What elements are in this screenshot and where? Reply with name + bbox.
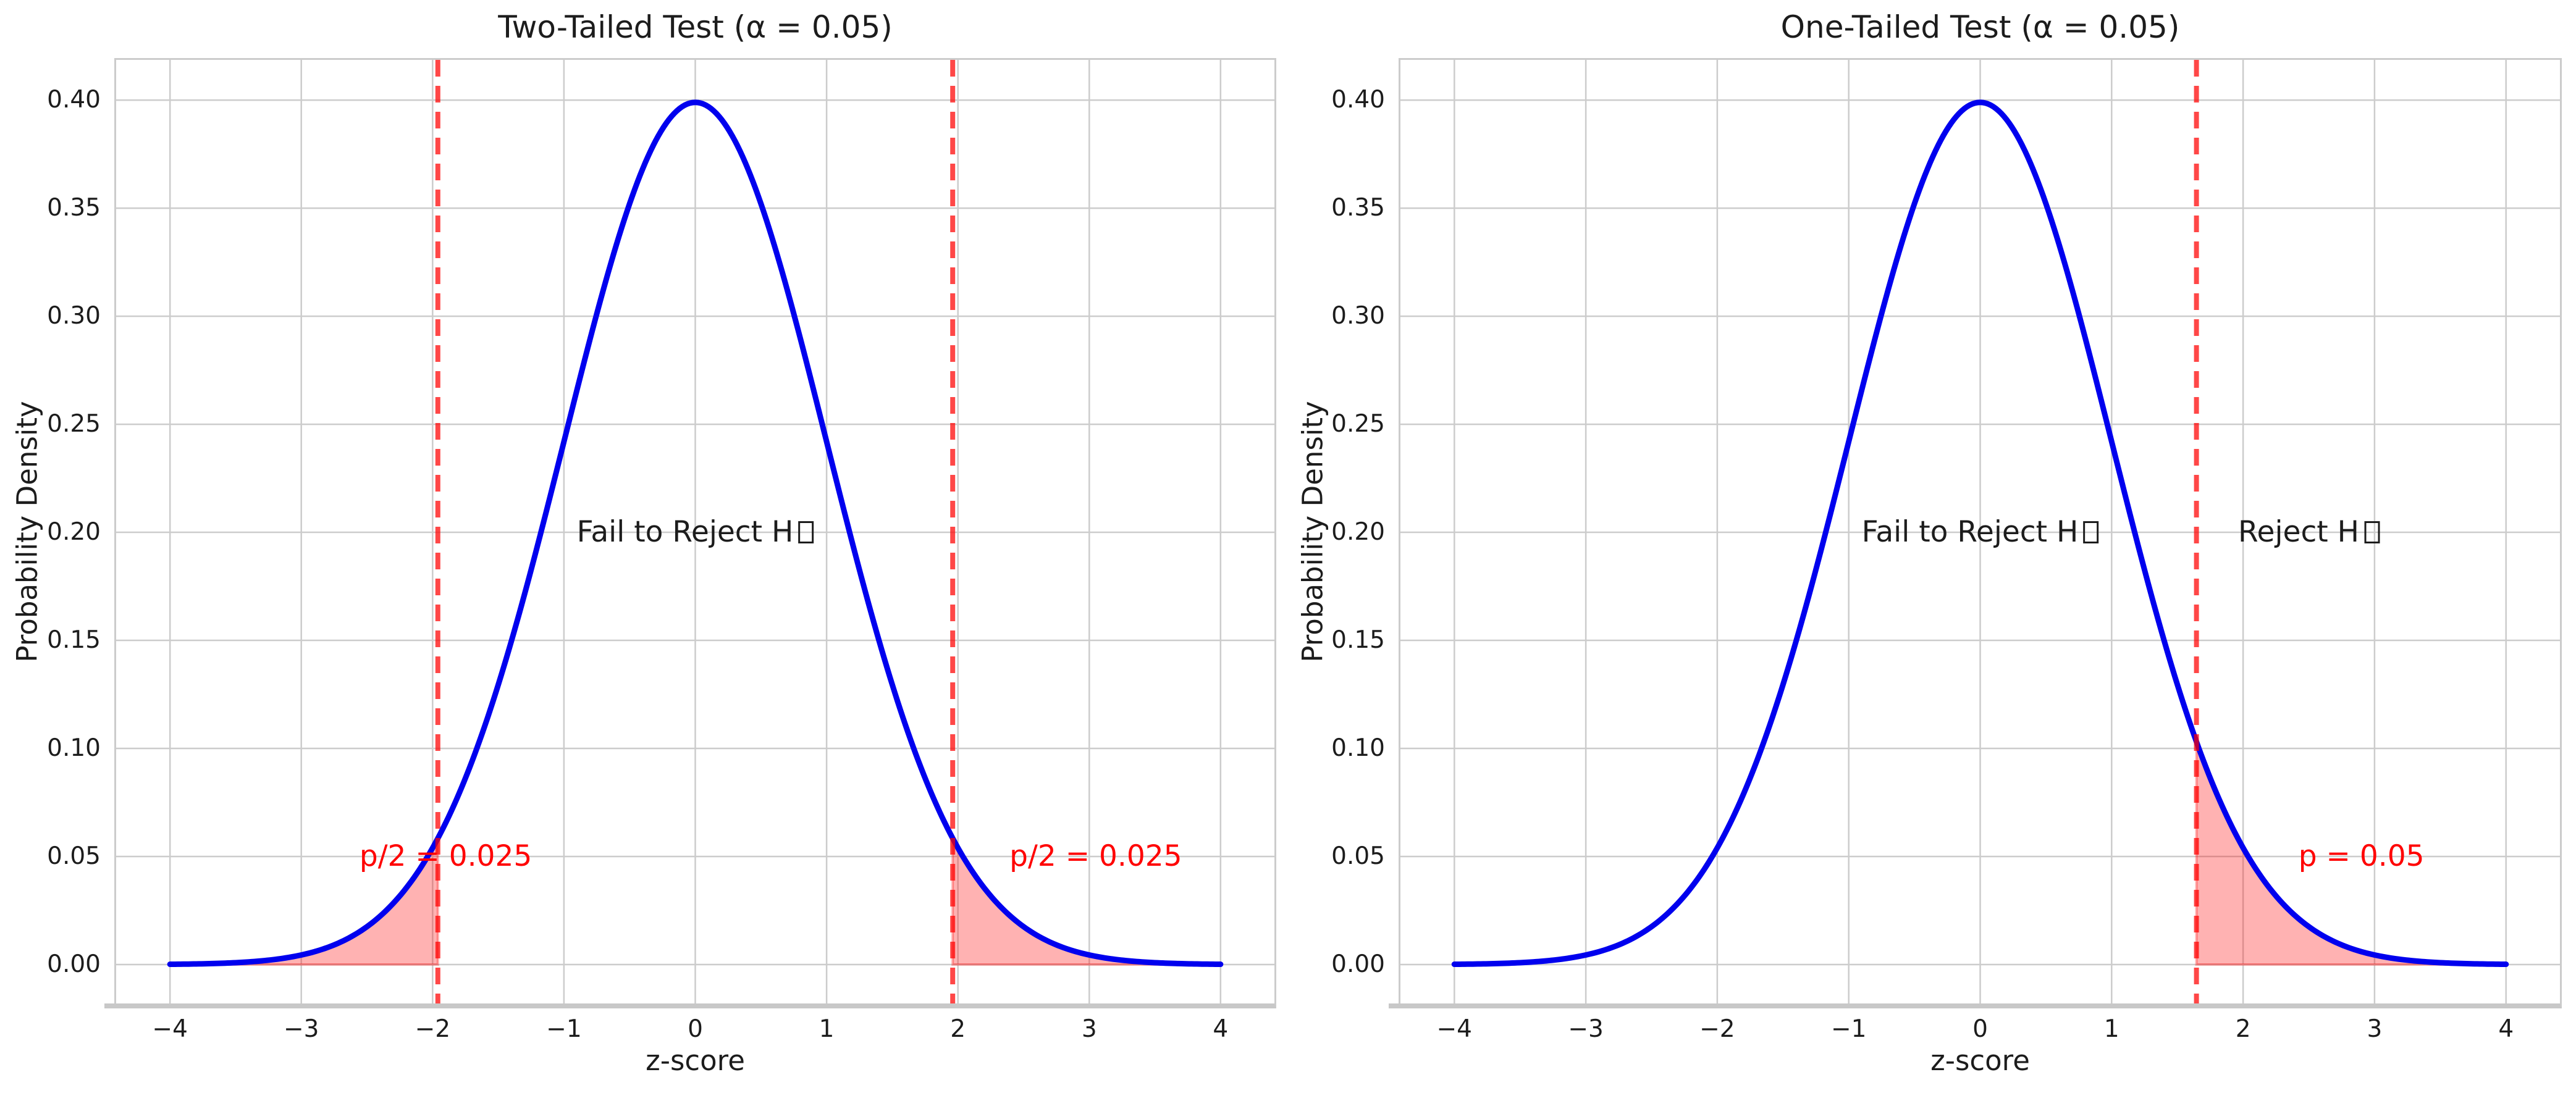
y-tick-label: 0.25 <box>1331 410 1385 438</box>
x-tick-label: −4 <box>152 1015 188 1043</box>
plot-title: One-Tailed Test (α = 0.05) <box>1780 9 2180 45</box>
reject-h0-annotation: Reject H <box>2238 516 2380 549</box>
normal-curve <box>167 99 1224 968</box>
x-tick-label: 1 <box>819 1015 835 1043</box>
plot-canvas <box>1400 60 2560 1003</box>
y-tick-label: 0.20 <box>1331 518 1385 546</box>
bottom-spine <box>1389 1003 1400 1008</box>
y-tick-label: 0.10 <box>47 734 101 763</box>
y-tick-label: 0.00 <box>1331 950 1385 978</box>
y-tick-label: 0.05 <box>47 842 101 871</box>
fail-to-reject-h0-annotation: Fail to Reject H <box>1862 516 2099 549</box>
plot-title: Two-Tailed Test (α = 0.05) <box>498 9 893 45</box>
x-tick-label: 3 <box>2367 1015 2383 1043</box>
x-tick-label: −3 <box>283 1015 319 1043</box>
annotation-text: p/2 = 0.025 <box>359 839 532 874</box>
one-tailed-test-panel: One-Tailed Test (α = 0.05) Probability D… <box>1288 0 2576 1093</box>
annotation-text: Reject H <box>2238 515 2360 550</box>
y-tick-label: 0.10 <box>1331 734 1385 763</box>
x-tick-label: 3 <box>1081 1015 1097 1043</box>
x-tick-label: −2 <box>415 1015 451 1043</box>
annotation-text: Fail to Reject H <box>1861 515 2079 550</box>
annotation-text: p/2 = 0.025 <box>1009 839 1182 874</box>
x-axis-label: z-score <box>646 1044 745 1077</box>
y-tick-label: 0.40 <box>47 86 101 114</box>
x-tick-label: 2 <box>2235 1015 2251 1043</box>
y-tick-label: 0.40 <box>1331 86 1385 114</box>
missing-glyph-box <box>798 521 814 544</box>
x-tick-label: 2 <box>950 1015 966 1043</box>
y-tick-label: 0.15 <box>47 626 101 655</box>
annotation-text: p = 0.05 <box>2298 839 2425 874</box>
normal-curve <box>1451 99 2509 968</box>
plot-area <box>1400 60 2560 1003</box>
tail-p-label: p = 0.05 <box>2299 840 2425 873</box>
x-axis-label: z-score <box>1930 1044 2030 1077</box>
y-tick-label: 0.05 <box>1331 842 1385 871</box>
x-tick-label: −3 <box>1568 1015 1604 1043</box>
fail-to-reject-h0-annotation: Fail to Reject H <box>577 516 814 549</box>
x-tick-label: 4 <box>1213 1015 1229 1043</box>
y-tick-label: 0.35 <box>1331 194 1385 222</box>
y-tick-label: 0.30 <box>47 302 101 330</box>
missing-glyph-box <box>2083 521 2099 544</box>
x-tick-label: −2 <box>1699 1015 1735 1043</box>
right-tail-p-label: p/2 = 0.025 <box>1009 840 1182 873</box>
left-tail-p-label: p/2 = 0.025 <box>360 840 532 873</box>
y-tick-label: 0.30 <box>1331 302 1385 330</box>
y-tick-label: 0.00 <box>47 950 101 978</box>
x-tick-label: −1 <box>1830 1015 1867 1043</box>
x-tick-label: 4 <box>2498 1015 2514 1043</box>
y-tick-label: 0.25 <box>47 410 101 438</box>
missing-glyph-box <box>2364 521 2380 544</box>
x-tick-label: −4 <box>1436 1015 1473 1043</box>
x-tick-label: 0 <box>1972 1015 1988 1043</box>
x-tick-label: 0 <box>688 1015 703 1043</box>
y-tick-label: 0.15 <box>1331 626 1385 655</box>
two-tailed-test-panel: Two-Tailed Test (α = 0.05) Probability D… <box>11 9 1276 1077</box>
plot-area <box>116 60 1274 1003</box>
annotation-text: Fail to Reject H <box>576 515 794 550</box>
bottom-spine <box>104 1003 116 1008</box>
x-tick-label: −1 <box>546 1015 582 1043</box>
plot-canvas <box>116 60 1274 1003</box>
y-tick-label: 0.35 <box>47 194 101 222</box>
y-tick-label: 0.20 <box>47 518 101 546</box>
x-tick-label: 1 <box>2103 1015 2119 1043</box>
